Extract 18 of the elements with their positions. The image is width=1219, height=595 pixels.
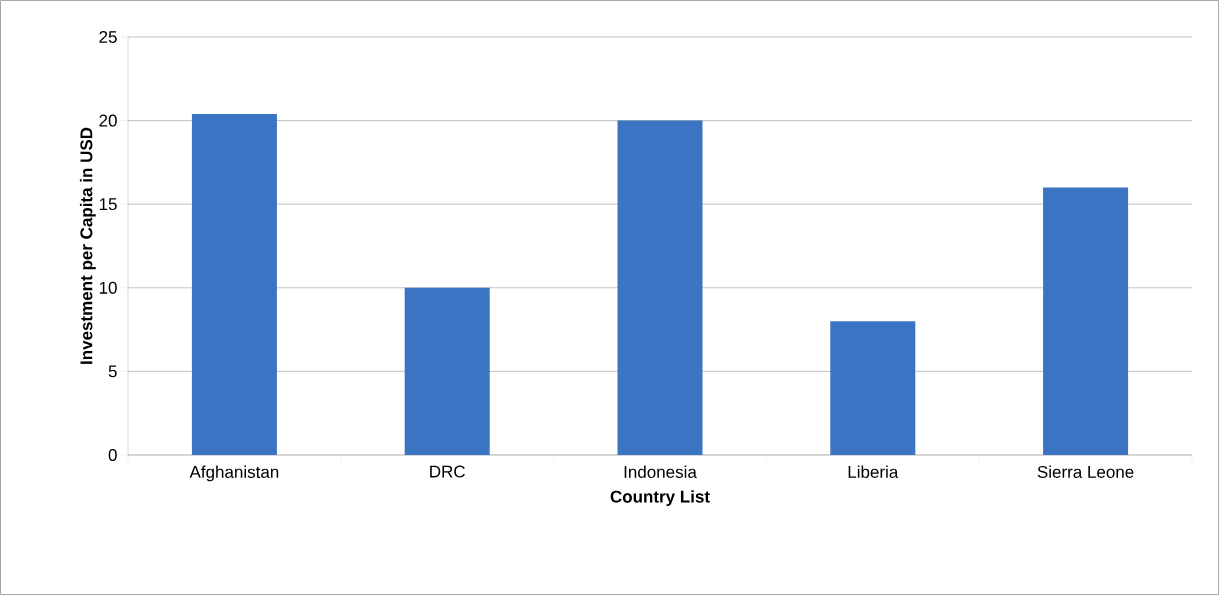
bar [617,120,703,455]
y-tick-label: 5 [108,365,117,378]
y-tick-label: 0 [108,448,117,462]
y-tick-label: 20 [99,114,117,127]
x-axis-title: Country List [610,490,710,507]
bar [191,113,277,455]
bar [404,287,490,455]
bar [830,321,916,455]
y-tick-label: 10 [99,281,117,294]
x-tick-label: Afghanistan [189,465,279,482]
x-tick-label: Sierra Leone [1037,465,1134,478]
y-tick-label: 25 [99,30,117,44]
x-tick-label: Indonesia [624,465,697,478]
x-tick-label: Liberia [848,465,899,478]
y-tick-label: 15 [99,198,117,211]
y-axis-title: Investment per Capita in USD [79,127,96,364]
bar [1043,187,1129,455]
x-tick-label: DRC [430,465,465,478]
